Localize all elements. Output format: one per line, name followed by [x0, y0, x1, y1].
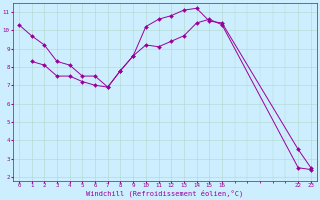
X-axis label: Windchill (Refroidissement éolien,°C): Windchill (Refroidissement éolien,°C)	[86, 190, 244, 197]
